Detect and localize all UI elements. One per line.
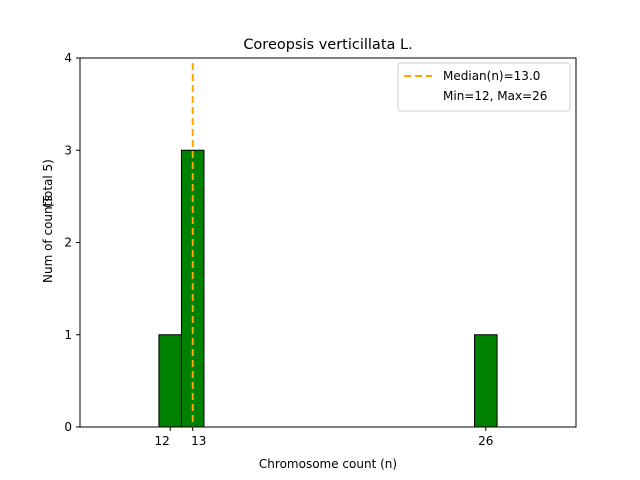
- legend-entry-0: Median(n)=13.0: [443, 69, 540, 83]
- x-axis: 12 13 26: [155, 427, 493, 448]
- legend: Median(n)=13.0 Min=12, Max=26: [397, 62, 571, 112]
- legend-entry-1: Min=12, Max=26: [443, 89, 547, 103]
- y-axis-label: Num of counts: [41, 195, 55, 283]
- y-axis-total-label: (Total 5): [41, 159, 55, 208]
- y-tick-label-3: 3: [64, 143, 72, 157]
- plot-area: [79, 57, 577, 428]
- x-axis-label: Chromosome count (n): [259, 457, 397, 471]
- y-tick-label-2: 2: [64, 236, 72, 250]
- y-axis: 0 1 2 3 4: [64, 51, 80, 434]
- bar-26: [474, 334, 498, 428]
- bar-12: [158, 334, 182, 428]
- x-tick-label-12: 12: [155, 434, 170, 448]
- x-tick-label-26: 26: [478, 434, 493, 448]
- y-tick-label-4: 4: [64, 51, 72, 65]
- y-tick-label-0: 0: [64, 420, 72, 434]
- chart-title: Coreopsis verticillata L.: [243, 37, 412, 53]
- x-tick-label-13: 13: [191, 434, 206, 448]
- legend-box: [397, 62, 571, 112]
- y-tick-label-1: 1: [64, 328, 72, 342]
